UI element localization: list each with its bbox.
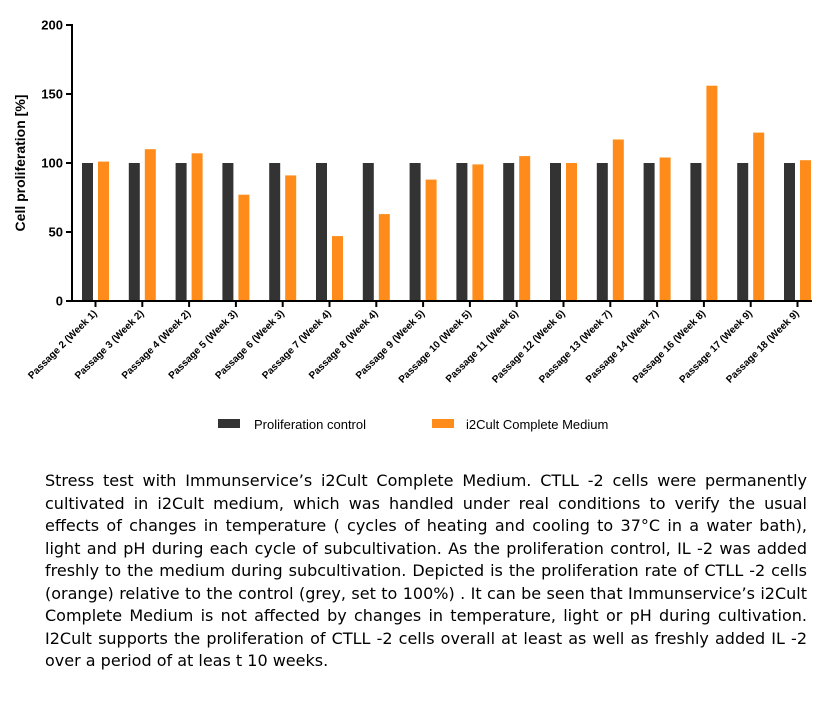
legend-label-i2cult-complete-medium: i2Cult Complete Medium — [466, 417, 608, 432]
y-tick-labels: 0 50 100 150 200 — [41, 18, 63, 309]
bar-i2cult-15 — [800, 160, 811, 301]
legend-label-proliferation-control: Proliferation control — [254, 417, 366, 432]
bar-control-11 — [596, 163, 608, 301]
bar-control-2 — [175, 163, 187, 301]
bar-control-0 — [82, 163, 93, 301]
bar-i2cult-5 — [332, 236, 343, 301]
bar-control-3 — [222, 163, 234, 301]
bar-control-5 — [316, 163, 327, 301]
bar-control-8 — [456, 163, 468, 301]
bar-control-10 — [550, 163, 561, 301]
bar-i2cult-3 — [238, 194, 250, 301]
bar-chart: 0 50 100 150 200 Cell proliferation [%] Pass… — [12, 18, 812, 432]
bar-control-4 — [269, 163, 281, 301]
bar-i2cult-14 — [753, 132, 765, 301]
bars — [82, 85, 811, 301]
y-tick-label: 50 — [49, 225, 63, 240]
bar-control-12 — [643, 163, 655, 301]
bar-i2cult-2 — [191, 153, 203, 301]
bar-i2cult-1 — [144, 149, 156, 301]
bar-control-9 — [503, 163, 515, 301]
y-tick-label: 200 — [41, 18, 63, 33]
bar-i2cult-0 — [98, 161, 109, 301]
y-axis-label: Cell proliferation [%] — [12, 95, 28, 232]
bar-control-13 — [690, 163, 702, 301]
bar-control-1 — [128, 163, 140, 301]
legend: Proliferation control i2Cult Complete Me… — [218, 417, 608, 432]
bar-i2cult-13 — [706, 85, 718, 301]
axes — [66, 24, 812, 307]
x-tick-labels: Passage 2 (Week 1)Passage 3 (Week 2)Pass… — [26, 308, 801, 385]
bar-i2cult-7 — [425, 179, 437, 301]
bar-i2cult-10 — [566, 163, 577, 301]
bar-control-6 — [362, 163, 374, 301]
bar-i2cult-8 — [472, 164, 484, 301]
bar-i2cult-4 — [285, 175, 297, 301]
legend-swatch-proliferation-control — [218, 419, 240, 428]
bar-i2cult-9 — [519, 156, 531, 301]
y-tick-label: 0 — [56, 294, 63, 309]
legend-swatch-i2cult-complete-medium — [432, 419, 454, 428]
bar-control-15 — [784, 163, 795, 301]
bar-i2cult-6 — [378, 214, 390, 301]
figure-caption: Stress test with Immunservice’s i2Cult C… — [45, 471, 807, 670]
bar-control-14 — [737, 163, 749, 301]
y-tick-label: 150 — [41, 87, 63, 102]
y-tick-label: 100 — [41, 156, 63, 171]
bar-control-7 — [409, 163, 421, 301]
bar-i2cult-11 — [612, 139, 624, 301]
bar-i2cult-12 — [659, 157, 671, 301]
